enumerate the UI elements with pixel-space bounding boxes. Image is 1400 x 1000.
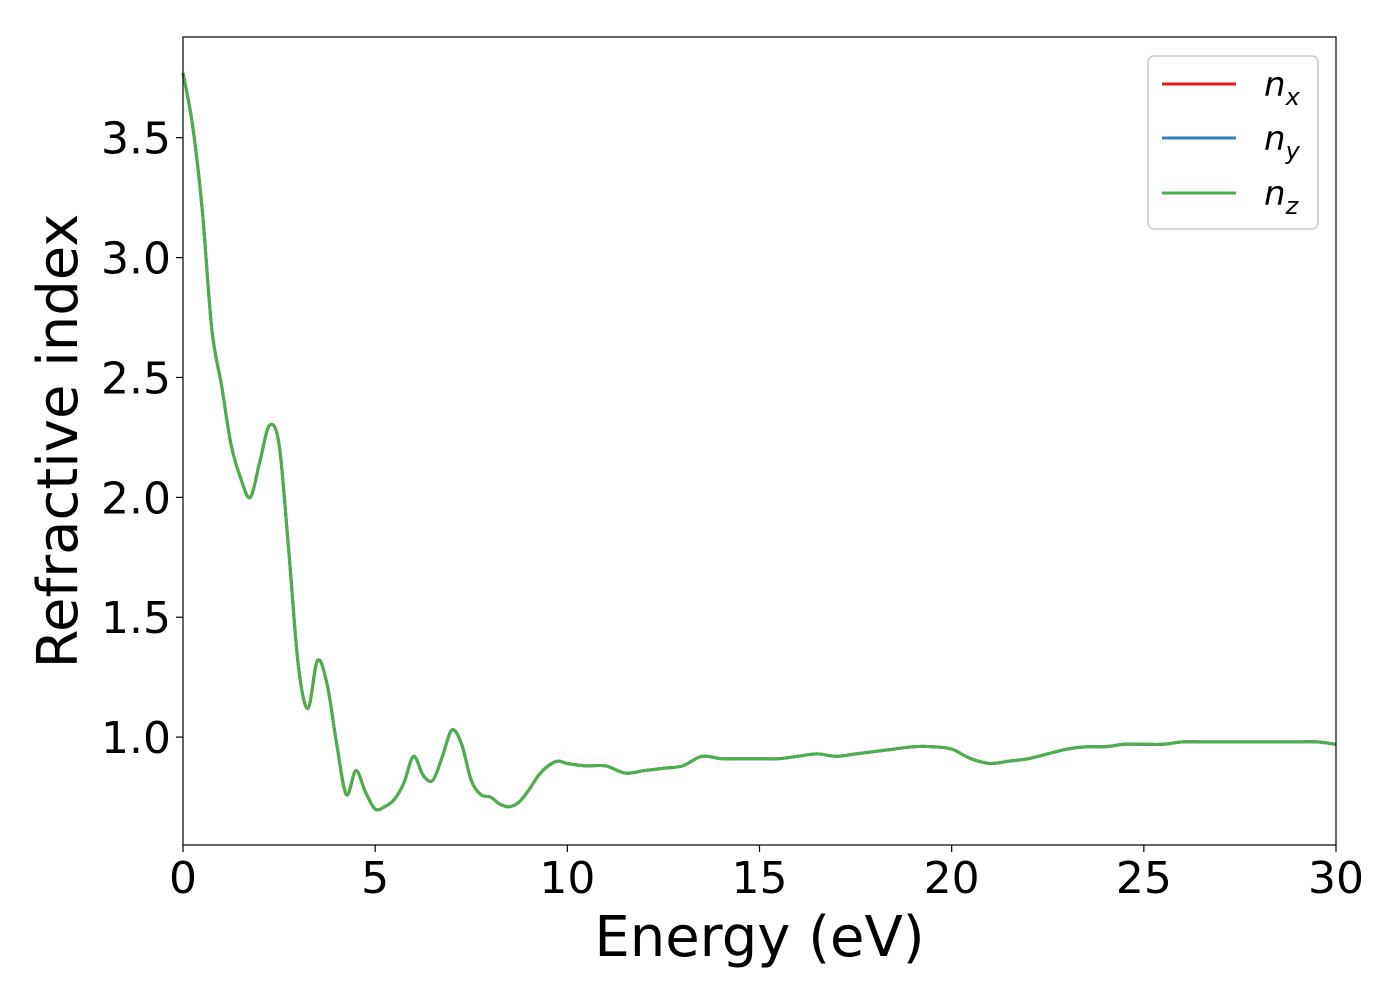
legend: nx ny nz — [1147, 55, 1319, 230]
x-tick-label: 15 — [732, 853, 788, 904]
x-tick-label: 10 — [539, 853, 595, 904]
x-tick-label: 25 — [1116, 853, 1172, 904]
x-axis-label: Energy (eV) — [594, 905, 924, 970]
series-layer — [181, 72, 1337, 812]
y-tick-label: 1.5 — [101, 593, 171, 644]
x-tick-label: 5 — [361, 853, 389, 904]
y-tick-label: 2.5 — [101, 353, 171, 404]
legend-box — [1147, 55, 1319, 230]
y-tick-label: 3.5 — [101, 114, 171, 165]
y-tick-label: 3.0 — [101, 234, 171, 285]
y-tick-label: 2.0 — [101, 473, 171, 524]
x-tick-label: 30 — [1308, 853, 1364, 904]
series-line-z — [181, 72, 1337, 812]
legend-label-y: ny — [1264, 119, 1301, 165]
x-tick-label: 20 — [924, 853, 980, 904]
x-tick-label: 0 — [169, 853, 197, 904]
legend-label-x: nx — [1264, 65, 1301, 111]
y-axis: 1.0 1.5 2.0 2.5 3.0 3.5 — [101, 114, 183, 764]
legend-label-z: nz — [1264, 174, 1300, 220]
y-tick-label: 1.0 — [101, 713, 171, 764]
x-axis: 0 5 10 15 20 25 30 — [169, 845, 1364, 904]
y-axis-label: Refractive index — [26, 214, 91, 669]
